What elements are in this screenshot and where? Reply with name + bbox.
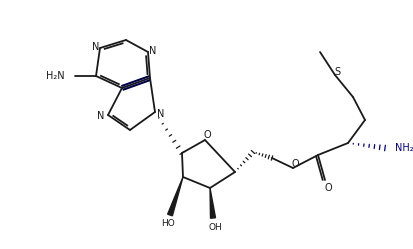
Text: O: O <box>203 130 210 140</box>
Text: N: N <box>92 42 100 52</box>
Text: NH₂: NH₂ <box>394 143 413 153</box>
Text: HO: HO <box>161 220 174 229</box>
Text: N: N <box>97 111 104 121</box>
Text: O: O <box>323 183 331 193</box>
Polygon shape <box>167 177 183 216</box>
Text: OH: OH <box>208 223 221 232</box>
Text: N: N <box>157 109 164 119</box>
Polygon shape <box>209 188 215 218</box>
Text: S: S <box>333 67 339 77</box>
Text: N: N <box>149 46 156 56</box>
Text: H₂N: H₂N <box>46 71 65 81</box>
Text: O: O <box>290 159 298 169</box>
